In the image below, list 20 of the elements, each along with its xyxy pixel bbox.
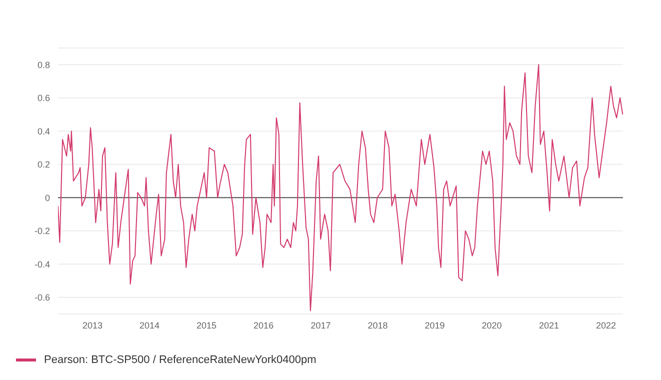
x-tick-label: 2019 — [424, 320, 445, 330]
x-tick-label: 2020 — [482, 320, 502, 330]
y-tick-label: 0.6 — [37, 93, 50, 104]
x-tick-label: 2017 — [310, 320, 331, 330]
y-tick-label: -0.2 — [34, 226, 50, 236]
x-tick-label: 2015 — [196, 320, 217, 330]
legend-label: Pearson: BTC-SP500 / ReferenceRateNewYork0400pm — [44, 354, 316, 366]
x-tick-label: 2013 — [82, 320, 103, 330]
y-tick-label: 0.2 — [37, 160, 50, 170]
y-tick-label: -0.6 — [34, 292, 50, 303]
y-tick-label: 0.4 — [37, 126, 50, 136]
x-tick-label: 2018 — [368, 320, 388, 330]
x-tick-label: 2022 — [596, 320, 616, 330]
x-tick-label: 2014 — [140, 320, 160, 330]
x-tick-label: 2016 — [254, 320, 274, 330]
y-tick-label: 0 — [44, 192, 50, 203]
y-tick-label: -0.4 — [34, 259, 50, 270]
y-tick-label: 0.8 — [37, 60, 50, 70]
x-tick-label: 2021 — [538, 320, 559, 330]
line-series — [58, 64, 623, 312]
